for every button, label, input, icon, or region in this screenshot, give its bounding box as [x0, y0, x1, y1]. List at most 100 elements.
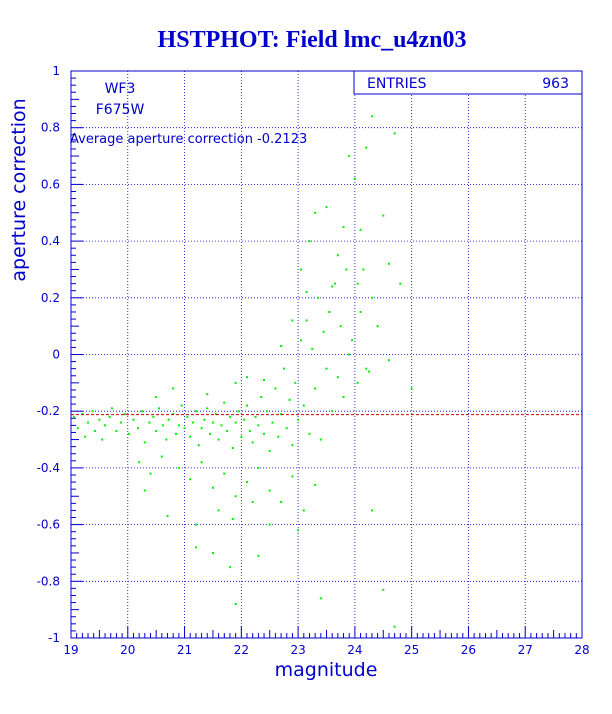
- data-point: [325, 206, 328, 209]
- data-point: [260, 396, 263, 399]
- data-point: [98, 418, 101, 421]
- data-point: [280, 413, 283, 416]
- data-point: [172, 413, 175, 416]
- data-point: [263, 379, 266, 382]
- data-point: [110, 407, 113, 410]
- data-point: [362, 268, 365, 271]
- data-point: [280, 344, 283, 347]
- data-point: [138, 461, 141, 464]
- data-point: [197, 444, 200, 447]
- data-point: [277, 435, 280, 438]
- x-tick-label: 24: [347, 643, 362, 657]
- data-point: [217, 509, 220, 512]
- data-point: [189, 478, 192, 481]
- x-tick-label: 21: [177, 643, 192, 657]
- data-point: [143, 441, 146, 444]
- data-point: [274, 387, 277, 390]
- data-point: [336, 376, 339, 379]
- data-point: [209, 432, 212, 435]
- data-point: [299, 268, 302, 271]
- data-point: [234, 421, 237, 424]
- data-point: [297, 418, 300, 421]
- data-point: [194, 546, 197, 549]
- data-point: [311, 347, 314, 350]
- y-tick-label: 0.2: [41, 291, 60, 305]
- data-point: [257, 466, 260, 469]
- data-point: [368, 370, 371, 373]
- data-point: [370, 115, 373, 118]
- data-point: [376, 325, 379, 328]
- x-tick-label: 26: [461, 643, 476, 657]
- data-point: [231, 447, 234, 450]
- data-point: [331, 285, 334, 288]
- data-point: [186, 415, 189, 418]
- data-point: [393, 625, 396, 628]
- data-point: [254, 415, 257, 418]
- y-tick-label: -0.2: [37, 404, 60, 418]
- y-tick-label: 0.8: [41, 121, 60, 135]
- x-tick-label: 19: [63, 643, 78, 657]
- x-tick-labels: 19 20 21 22 23 24 25 26 27 28: [63, 643, 589, 657]
- y-tick-labels: -1 -0.8 -0.6 -0.4 -0.2 0 0.2 0.4 0.6 0.8 1: [37, 64, 60, 645]
- data-point: [370, 296, 373, 299]
- data-point: [345, 268, 348, 271]
- data-point: [177, 424, 180, 427]
- data-point: [319, 438, 322, 441]
- data-point: [314, 211, 317, 214]
- y-tick-label: 0.6: [41, 177, 60, 191]
- data-point: [177, 466, 180, 469]
- data-point: [155, 430, 158, 433]
- data-point: [206, 393, 209, 396]
- data-point: [189, 435, 192, 438]
- data-point: [356, 282, 359, 285]
- data-point: [314, 483, 317, 486]
- data-point: [220, 424, 223, 427]
- data-point: [136, 427, 139, 430]
- data-point: [268, 523, 271, 526]
- data-point: [305, 319, 308, 322]
- data-point: [353, 177, 356, 180]
- data-point: [265, 410, 268, 413]
- average-annotation: Average aperture correction -0.2123: [70, 132, 307, 147]
- data-point: [240, 435, 243, 438]
- data-point: [228, 415, 231, 418]
- stats-entries-label: ENTRIES: [367, 76, 427, 92]
- data-point: [246, 404, 249, 407]
- data-point: [172, 387, 175, 390]
- data-point: [334, 282, 337, 285]
- y-tick-label: 1: [52, 64, 60, 78]
- data-point: [410, 387, 413, 390]
- data-point: [119, 421, 122, 424]
- camera-label: WF3: [105, 81, 136, 97]
- data-point: [155, 396, 158, 399]
- data-point: [251, 441, 254, 444]
- data-point: [200, 461, 203, 464]
- data-point: [211, 421, 214, 424]
- data-point: [336, 254, 339, 257]
- data-point: [192, 421, 195, 424]
- data-point: [268, 489, 271, 492]
- data-point: [294, 381, 297, 384]
- data-point: [234, 381, 237, 384]
- data-point: [399, 282, 402, 285]
- data-point: [101, 438, 104, 441]
- data-point: [348, 353, 351, 356]
- grid-lines: [71, 71, 582, 638]
- data-point: [305, 291, 308, 294]
- data-point: [180, 404, 183, 407]
- data-point: [322, 330, 325, 333]
- data-point: [257, 554, 260, 557]
- data-point: [356, 381, 359, 384]
- data-point: [115, 430, 118, 433]
- data-points: [72, 115, 413, 628]
- data-point: [87, 421, 90, 424]
- data-point: [143, 489, 146, 492]
- data-point: [123, 413, 126, 416]
- data-point: [200, 427, 203, 430]
- axis-ticks: [70, 70, 583, 639]
- x-tick-label: 20: [120, 643, 135, 657]
- x-tick-label: 25: [404, 643, 419, 657]
- data-point: [160, 455, 163, 458]
- data-point: [365, 146, 368, 149]
